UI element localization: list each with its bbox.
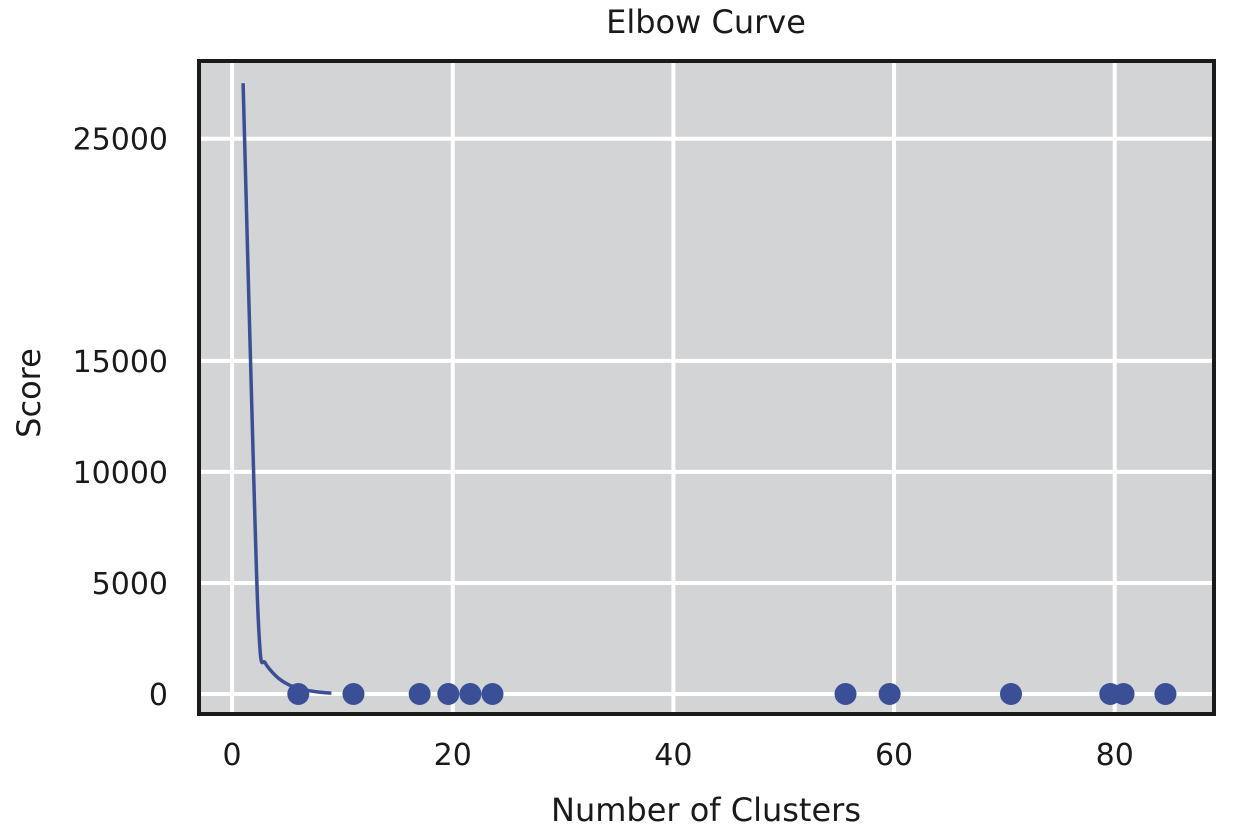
plot-frame [197, 59, 1216, 716]
data-point [878, 683, 901, 706]
data-point [1000, 683, 1022, 706]
data-point [834, 683, 857, 706]
data-point [481, 683, 504, 706]
y-tick-label: 10000 [73, 456, 168, 491]
x-axis-ticks: 0 20 40 60 80 [223, 738, 1134, 773]
chart-title: Elbow Curve [606, 3, 806, 41]
data-point [1154, 683, 1177, 706]
x-axis-label: Number of Clusters [551, 791, 861, 829]
x-tick-label: 0 [223, 738, 242, 773]
x-tick-label: 80 [1096, 738, 1134, 773]
y-axis-label: Score [10, 348, 48, 438]
plot-area [199, 61, 1214, 714]
x-tick-label: 60 [875, 738, 913, 773]
grid [199, 61, 1214, 714]
data-point [287, 683, 310, 706]
scatter-series [287, 683, 1177, 706]
elbow-line [241, 83, 332, 695]
data-point [437, 683, 460, 706]
line-series [241, 83, 332, 695]
x-tick-label: 20 [434, 738, 472, 773]
y-tick-label: 25000 [73, 123, 168, 158]
y-tick-label: 0 [149, 678, 168, 713]
data-point [459, 683, 482, 706]
data-point [408, 683, 431, 706]
y-axis-ticks: 0 5000 10000 15000 25000 [73, 123, 168, 713]
y-tick-label: 5000 [92, 567, 168, 602]
y-tick-label: 15000 [73, 345, 168, 380]
data-point [342, 683, 365, 706]
x-tick-label: 40 [654, 738, 692, 773]
data-point [1112, 683, 1135, 706]
